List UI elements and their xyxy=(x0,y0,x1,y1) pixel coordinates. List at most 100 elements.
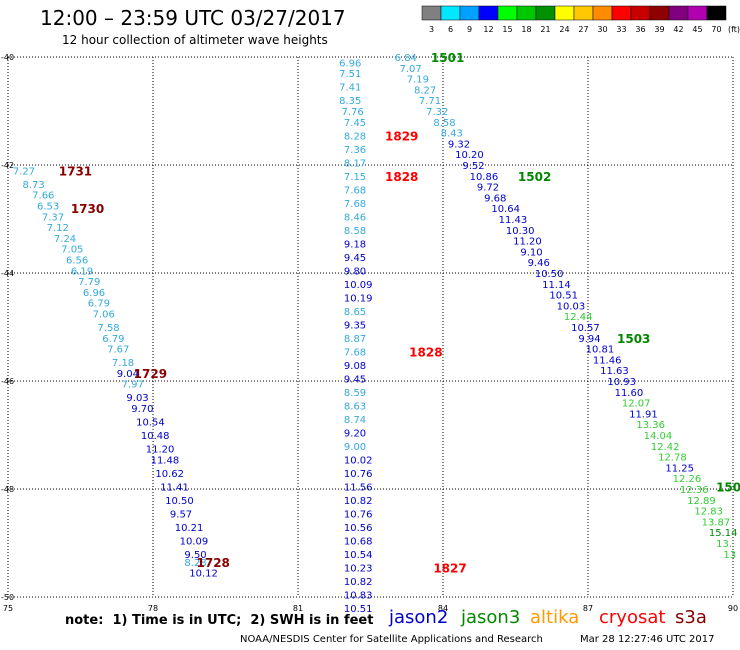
data-point-label: 11.63 xyxy=(600,366,629,377)
data-point-label: 7.97 xyxy=(122,380,144,391)
legend-satellite-cryosat: cryosat xyxy=(599,607,666,628)
data-point-label: 8.28 xyxy=(184,558,206,569)
data-point-label: 9.80 xyxy=(344,266,366,277)
data-point-label: 8.43 xyxy=(441,129,463,140)
data-point-label: 8.58 xyxy=(433,118,455,129)
data-point-label: 7.51 xyxy=(339,69,361,80)
data-point-label: 8.17 xyxy=(344,158,366,169)
data-point-label: 10.68 xyxy=(344,536,373,547)
y-tick-label: -46 xyxy=(1,377,14,386)
data-point-label: 7.66 xyxy=(32,191,54,202)
data-point-label: 10.83 xyxy=(344,590,373,601)
data-point-label: 12.89 xyxy=(687,496,716,507)
data-point-label: 10.81 xyxy=(586,345,615,356)
legend-satellite-jason2: jason2 xyxy=(389,607,449,628)
y-tick-label: -44 xyxy=(1,269,14,278)
data-point-label: 12.78 xyxy=(658,453,687,464)
data-point-label: 10.09 xyxy=(180,536,209,547)
legend-bin-label: 21 xyxy=(540,25,550,34)
data-point-label: 9.00 xyxy=(344,442,366,453)
data-point-label: 9.57 xyxy=(170,509,192,520)
data-point-label: 8.63 xyxy=(344,401,366,412)
pass-time-label: 1827 xyxy=(433,561,466,575)
data-point-label: 13. xyxy=(716,539,732,550)
x-tick-label: 90 xyxy=(728,604,738,612)
data-point-label: 11.56 xyxy=(344,482,373,493)
data-point-label: 6.96 xyxy=(83,288,105,299)
data-point-label: 14.04 xyxy=(644,431,673,442)
data-point-label: 10.54 xyxy=(344,550,373,561)
data-point-label: 11.60 xyxy=(615,388,644,399)
data-point-label: 9.20 xyxy=(344,428,366,439)
data-point-label: 10.93 xyxy=(607,377,636,388)
data-point-label: 11.48 xyxy=(151,455,180,466)
data-point-label: 10.48 xyxy=(141,431,170,442)
wave-height-chart: 75 78 81 84 87 90-40-42-44-46-48-507.278.737.… xyxy=(1,51,740,612)
legend-satellite-s3a: s3a xyxy=(675,607,707,628)
y-tick-label: -48 xyxy=(1,485,14,494)
data-point-label: 13.36 xyxy=(636,420,665,431)
data-point-label: 7.68 xyxy=(344,199,366,210)
footer-note: note: 1) Time is in UTC; 2) SWH is in fe… xyxy=(65,613,374,628)
data-point-label: 9.94 xyxy=(578,334,600,345)
x-tick-label: 75 xyxy=(3,604,13,612)
data-point-label: 7.19 xyxy=(407,75,429,86)
legend-satellite-jason3: jason3 xyxy=(461,607,521,628)
legend-unit-label: (ft) xyxy=(728,25,740,34)
x-tick-label: 81 xyxy=(293,604,303,612)
data-point-label: 7.24 xyxy=(54,234,76,245)
data-point-label: 9.46 xyxy=(528,258,550,269)
data-point-label: 7.68 xyxy=(344,185,366,196)
data-point-label: 12.44 xyxy=(564,312,593,323)
data-point-label: 7.58 xyxy=(97,323,119,334)
data-point-label: 7.15 xyxy=(344,172,366,183)
data-point-label: 6.96 xyxy=(339,58,361,69)
pass-time-label: 1828 xyxy=(385,170,418,184)
data-point-label: 12.36 xyxy=(680,485,709,496)
data-point-label: 11.43 xyxy=(499,215,528,226)
data-point-label: 8.27 xyxy=(414,85,436,96)
pass-time-label: 1503 xyxy=(617,332,650,346)
legend-bin-label: 42 xyxy=(673,25,683,34)
pass-time-label: 1829 xyxy=(385,129,418,143)
data-point-label: 11.14 xyxy=(542,280,571,291)
data-point-label: 8.35 xyxy=(339,96,361,107)
legend-bin-label: 12 xyxy=(483,25,493,34)
legend-bin-label: 6 xyxy=(448,25,453,34)
data-point-label: 10.51 xyxy=(549,291,578,302)
data-point-label: 11.46 xyxy=(593,355,622,366)
data-point-label: 10.23 xyxy=(344,563,373,574)
data-point-label: 8.87 xyxy=(344,334,366,345)
pass-time-label: 1828 xyxy=(409,345,442,359)
data-point-label: 11.25 xyxy=(665,463,694,474)
data-point-label: 9.10 xyxy=(520,247,542,258)
legend-swatch xyxy=(706,5,727,21)
data-point-label: 7.36 xyxy=(344,145,366,156)
legend-satellite-altika: altika xyxy=(530,607,580,628)
data-point-label: 9.08 xyxy=(344,361,366,372)
data-point-label: 11.91 xyxy=(629,409,658,420)
data-point-label: 10.30 xyxy=(506,226,535,237)
pass-time-label: 1501 xyxy=(431,51,464,65)
data-point-label: 9.70 xyxy=(131,404,153,415)
data-point-label: 12.07 xyxy=(622,399,651,410)
data-point-label: 8.28 xyxy=(344,131,366,142)
data-point-label: 9.18 xyxy=(344,239,366,250)
data-point-label: 10.50 xyxy=(535,269,564,280)
legend-bin-label: 24 xyxy=(559,25,569,34)
data-point-label: 6.84 xyxy=(395,53,417,64)
data-point-label: 10.54 xyxy=(136,418,165,429)
data-point-label: 8.59 xyxy=(344,388,366,399)
data-point-label: 7.27 xyxy=(13,166,35,177)
data-point-label: 12.26 xyxy=(673,474,702,485)
data-point-label: 10.19 xyxy=(344,293,373,304)
legend-bin-label: 3 xyxy=(429,25,434,34)
generated-timestamp: Mar 28 12:27:46 UTC 2017 xyxy=(580,634,715,645)
data-point-label: 10.76 xyxy=(344,469,373,480)
data-point-label: 10.62 xyxy=(155,469,184,480)
y-tick-label: -40 xyxy=(1,53,14,62)
x-tick-label: 78 xyxy=(148,604,158,612)
data-point-label: 6.53 xyxy=(37,202,59,213)
legend-bin-label: 30 xyxy=(597,25,607,34)
data-point-label: 6.79 xyxy=(88,299,110,310)
